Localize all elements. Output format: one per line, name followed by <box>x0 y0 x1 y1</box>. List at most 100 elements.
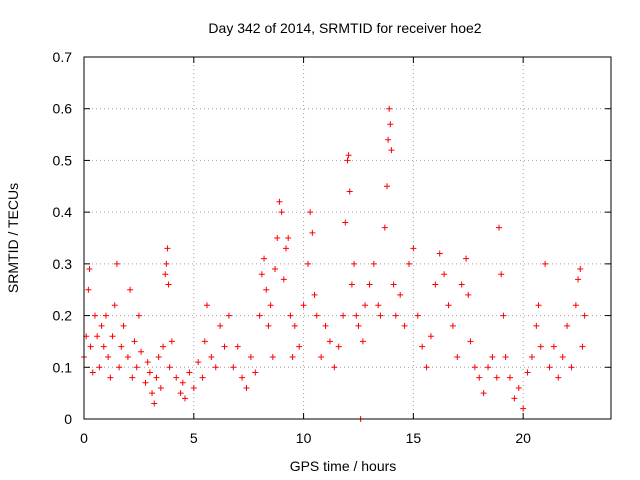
data-point <box>500 312 507 319</box>
data-point <box>346 188 353 195</box>
data-point <box>124 353 131 360</box>
data-point <box>100 343 107 350</box>
data-point <box>577 266 584 273</box>
data-point <box>111 302 118 309</box>
data-point <box>520 405 527 412</box>
data-point <box>344 157 351 164</box>
data-point <box>86 266 93 273</box>
data-point <box>120 322 127 329</box>
data-point <box>133 364 140 371</box>
data-point <box>118 343 125 350</box>
data-point <box>432 281 439 288</box>
data-point <box>445 302 452 309</box>
y-tick-label: 0.6 <box>53 101 73 117</box>
data-point <box>289 353 296 360</box>
data-point <box>278 209 285 216</box>
data-point <box>96 364 103 371</box>
data-point <box>480 390 487 397</box>
data-point <box>300 302 307 309</box>
data-point <box>296 343 303 350</box>
data-point <box>419 343 426 350</box>
data-point <box>423 364 430 371</box>
data-point <box>345 152 352 159</box>
data-point <box>489 353 496 360</box>
data-point <box>208 353 215 360</box>
data-point <box>94 333 101 340</box>
data-point <box>401 322 408 329</box>
data-point <box>89 369 96 376</box>
data-point <box>234 343 241 350</box>
data-point <box>109 333 116 340</box>
data-point <box>436 250 443 257</box>
data-point <box>579 343 586 350</box>
data-point <box>186 369 193 376</box>
data-point <box>515 384 522 391</box>
data-point <box>252 369 259 376</box>
data-point <box>105 353 112 360</box>
data-point <box>441 271 448 278</box>
data-point <box>129 374 136 381</box>
data-point <box>261 255 268 262</box>
data-point <box>342 219 349 226</box>
data-point <box>142 379 149 386</box>
y-tick-label: 0.2 <box>53 308 73 324</box>
data-point <box>165 281 172 288</box>
data-point <box>564 322 571 329</box>
data-point <box>135 312 142 319</box>
data-point <box>239 374 246 381</box>
data-point <box>212 364 219 371</box>
data-point <box>384 183 391 190</box>
data-point <box>463 255 470 262</box>
data-point <box>366 281 373 288</box>
data-point <box>267 302 274 309</box>
data-point <box>533 322 540 329</box>
data-point <box>537 343 544 350</box>
data-point <box>151 400 158 407</box>
chart-title: Day 342 of 2014, SRMTID for receiver hoe… <box>208 20 481 36</box>
y-tick-label: 0 <box>64 411 72 427</box>
data-point <box>127 286 134 293</box>
data-point <box>163 260 170 267</box>
data-point <box>572 302 579 309</box>
data-point <box>458 281 465 288</box>
data-point <box>498 271 505 278</box>
data-point <box>313 312 320 319</box>
data-point <box>85 286 92 293</box>
data-point <box>575 276 582 283</box>
data-point <box>414 312 421 319</box>
data-point <box>269 353 276 360</box>
data-point <box>535 302 542 309</box>
x-tick-label: 0 <box>80 430 88 446</box>
data-point <box>559 353 566 360</box>
data-point <box>276 198 283 205</box>
data-point <box>496 224 503 231</box>
data-point <box>287 312 294 319</box>
data-point <box>405 260 412 267</box>
data-point <box>280 276 287 283</box>
data-point <box>511 395 518 402</box>
data-point <box>318 353 325 360</box>
data-point <box>274 235 281 241</box>
plot-frame <box>83 56 612 420</box>
data-point <box>542 260 549 267</box>
data-point <box>377 312 384 319</box>
data-point <box>506 374 513 381</box>
data-point <box>467 338 474 345</box>
axis-ticks: 0 0.1 0.2 0.3 0.4 0.5 0.6 0.7 0 5 10 15 20 <box>53 49 611 446</box>
data-point <box>160 343 167 350</box>
data-point <box>91 312 98 319</box>
data-point <box>131 338 138 345</box>
data-point <box>243 384 250 391</box>
data-point <box>107 374 114 381</box>
data-point <box>173 374 180 381</box>
data-point <box>116 364 123 371</box>
data-point <box>201 338 208 345</box>
data-point <box>359 338 366 345</box>
x-axis-label: GPS time / hours <box>290 458 397 474</box>
data-point <box>221 343 228 350</box>
data-point <box>258 271 265 278</box>
data-point <box>190 384 197 391</box>
data-point <box>304 260 311 267</box>
data-point <box>546 364 553 371</box>
y-tick-label: 0.5 <box>53 152 73 168</box>
